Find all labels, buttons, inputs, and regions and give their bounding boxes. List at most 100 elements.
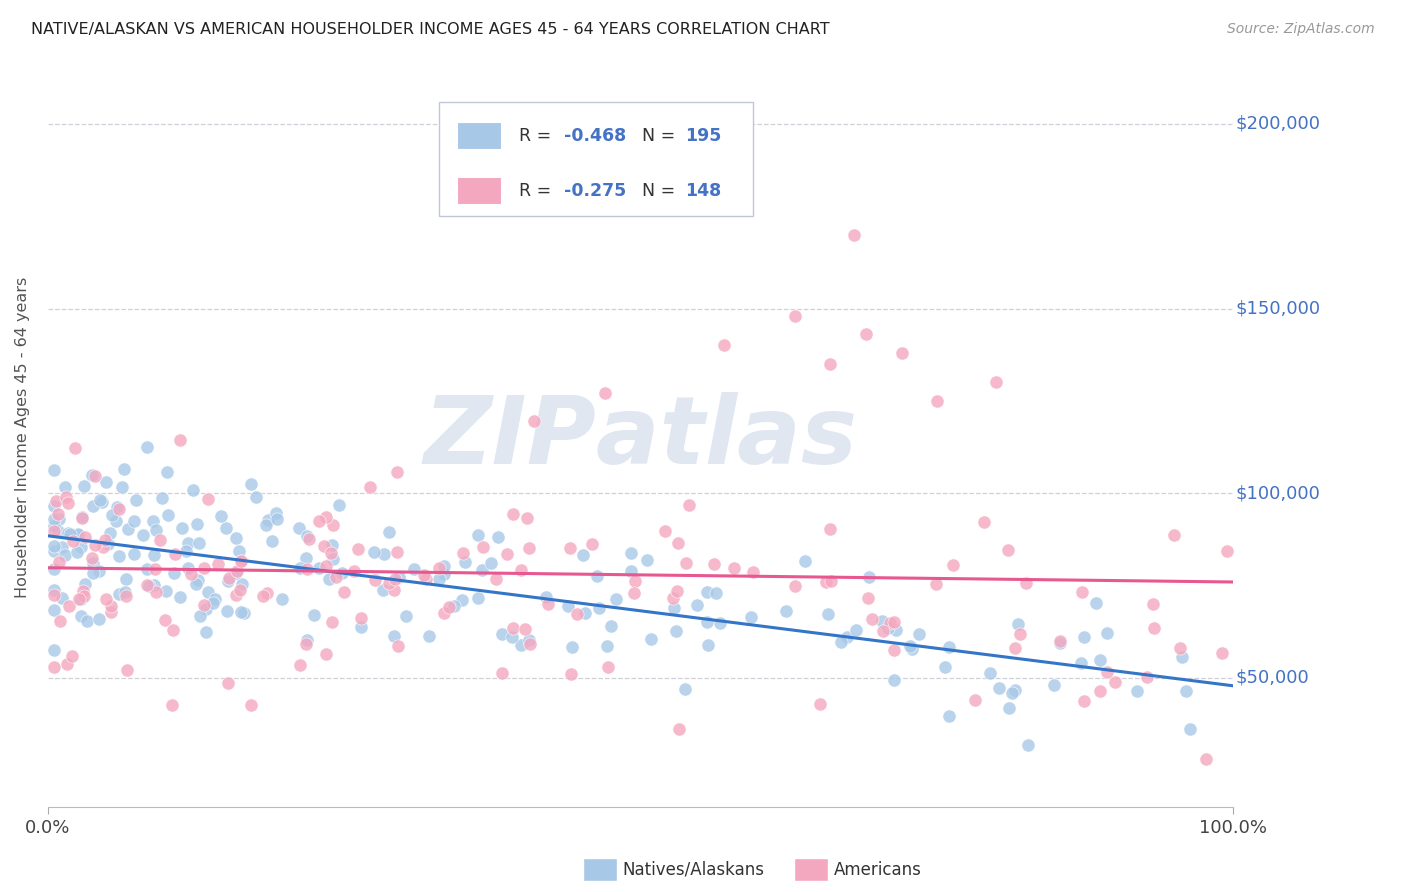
Point <box>156 508 179 523</box>
Point <box>723 561 745 575</box>
Point <box>740 609 762 624</box>
Point <box>63 442 86 456</box>
Point <box>1085 596 1108 610</box>
Point <box>174 544 197 558</box>
Text: R =: R = <box>519 182 557 200</box>
Point <box>1211 646 1233 660</box>
Point <box>96 591 118 606</box>
Point <box>135 578 157 592</box>
Text: ZIP​atlas: ZIP​atlas <box>423 392 858 483</box>
Point <box>1073 631 1095 645</box>
Point <box>143 562 166 576</box>
Point <box>382 629 405 643</box>
Point <box>188 609 211 624</box>
Point <box>673 682 696 697</box>
Point <box>654 524 676 538</box>
Point <box>1015 576 1038 591</box>
Point <box>42 463 65 477</box>
Point <box>142 578 165 592</box>
Point <box>433 606 456 620</box>
Point <box>817 607 839 621</box>
Point <box>1195 752 1218 766</box>
Point <box>328 498 350 512</box>
Point <box>565 607 588 621</box>
Point <box>561 640 583 655</box>
Point <box>117 522 139 536</box>
Point <box>42 544 65 558</box>
Point <box>295 637 318 651</box>
Point <box>215 520 238 534</box>
Point <box>835 630 858 644</box>
Point <box>965 693 987 707</box>
Point <box>1143 621 1166 635</box>
Point <box>228 582 250 597</box>
Point <box>665 624 688 638</box>
Point <box>510 563 533 577</box>
Point <box>883 615 905 629</box>
Point <box>624 574 647 589</box>
Point <box>288 521 311 535</box>
Point <box>879 615 901 630</box>
Point <box>427 572 450 586</box>
Point <box>87 612 110 626</box>
Point <box>44 524 66 538</box>
Point <box>60 649 83 664</box>
Point <box>197 491 219 506</box>
Point <box>156 465 179 479</box>
Point <box>187 573 209 587</box>
Point <box>661 591 683 606</box>
Point <box>371 582 394 597</box>
Point <box>517 633 540 648</box>
Point <box>115 572 138 586</box>
Point <box>42 603 65 617</box>
Point <box>80 468 103 483</box>
Point <box>979 665 1001 680</box>
Point <box>217 574 239 589</box>
Point <box>453 554 475 568</box>
Point <box>104 514 127 528</box>
Point <box>883 673 905 688</box>
Point <box>82 566 104 580</box>
Point <box>194 625 217 640</box>
Point <box>67 592 90 607</box>
Point <box>315 559 337 574</box>
Text: 148: 148 <box>685 182 721 200</box>
Point <box>596 639 619 653</box>
Text: -0.275: -0.275 <box>564 182 626 200</box>
Point <box>343 564 366 578</box>
Point <box>581 536 603 550</box>
Point <box>333 585 356 599</box>
Point <box>696 615 718 629</box>
Point <box>1178 722 1201 736</box>
Point <box>523 414 546 428</box>
Point <box>225 589 247 603</box>
Point <box>231 606 253 620</box>
Text: $50,000: $50,000 <box>1236 669 1309 687</box>
Point <box>1090 653 1112 667</box>
Point <box>42 643 65 657</box>
Point <box>122 514 145 528</box>
Point <box>883 642 905 657</box>
Point <box>1004 683 1026 698</box>
Point <box>433 566 456 581</box>
Point <box>934 660 956 674</box>
Point <box>808 697 831 711</box>
Point <box>48 555 70 569</box>
Point <box>709 615 731 630</box>
Point <box>820 357 842 371</box>
Point <box>1171 650 1194 665</box>
Point <box>665 583 688 598</box>
Point <box>42 588 65 602</box>
Point <box>194 602 217 616</box>
Point <box>254 518 277 533</box>
Point <box>471 540 494 554</box>
Point <box>988 681 1011 696</box>
Point <box>662 601 685 615</box>
Point <box>105 500 128 515</box>
Point <box>266 512 288 526</box>
Point <box>42 512 65 526</box>
Point <box>75 530 97 544</box>
Point <box>101 508 124 522</box>
Point <box>870 615 893 629</box>
Point <box>319 546 342 560</box>
